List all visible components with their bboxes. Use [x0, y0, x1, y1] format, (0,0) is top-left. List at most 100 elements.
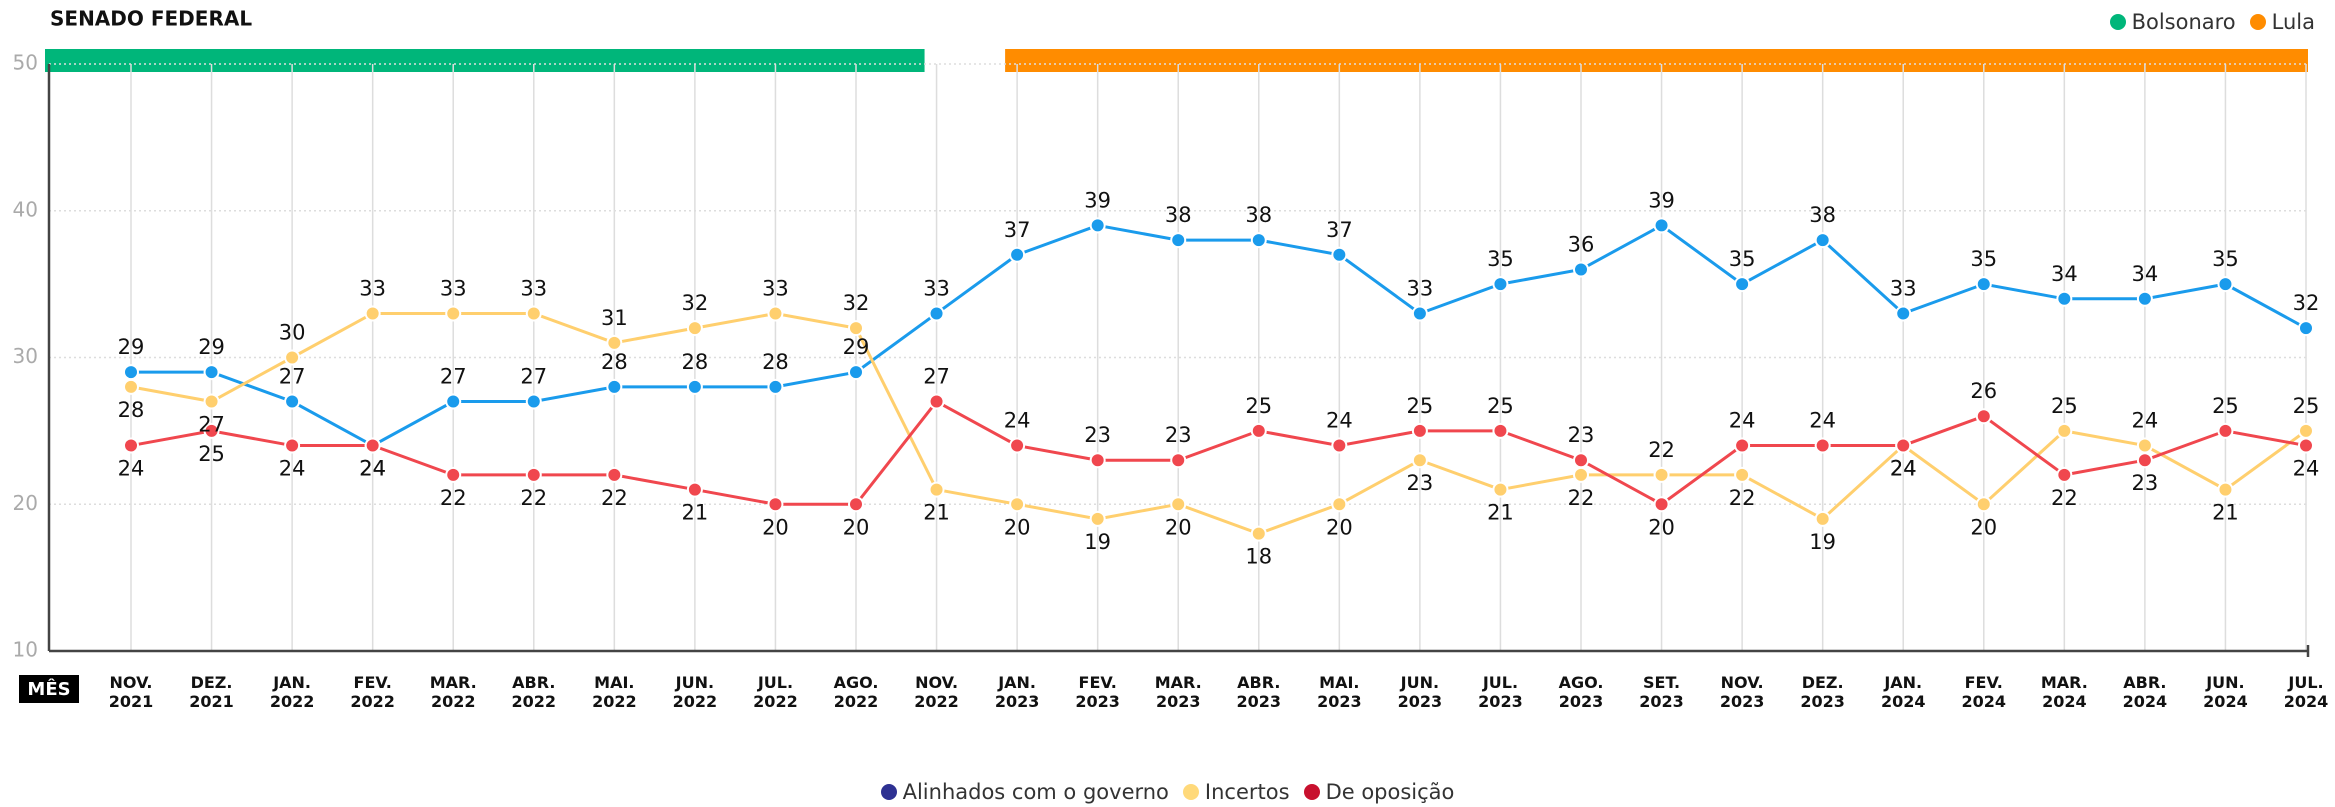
- x-tick-label: ABR. 2022: [511, 673, 557, 711]
- data-label: 23: [1165, 423, 1192, 447]
- data-label: 22: [601, 486, 628, 510]
- x-tick-label: DEZ. 2021: [189, 673, 234, 711]
- data-label: 35: [1729, 247, 1756, 271]
- data-point: [848, 320, 864, 337]
- data-point: [1331, 246, 1348, 263]
- data-label: 21: [682, 501, 709, 525]
- data-point: [364, 305, 381, 322]
- data-point: [1009, 496, 1026, 513]
- data-point: [2136, 452, 2153, 469]
- legend: Alinhados com o governo Incertos De oposiç…: [0, 780, 2335, 804]
- data-label: 39: [1084, 188, 1111, 212]
- data-point: [1250, 525, 1267, 542]
- data-point: [203, 422, 220, 439]
- data-point: [1492, 481, 1509, 498]
- data-point: [1089, 510, 1106, 527]
- data-point: [1814, 510, 1831, 527]
- data-label: 22: [1729, 486, 1756, 510]
- data-label: 28: [762, 350, 789, 374]
- data-point: [848, 364, 864, 381]
- period-legend: Bolsonaro Lula: [2109, 10, 2315, 34]
- data-point: [928, 393, 945, 410]
- x-tick-label: FEV. 2024: [1961, 673, 2007, 711]
- data-point: [525, 305, 542, 322]
- legend-dot: [2109, 14, 2126, 30]
- data-label: 19: [1809, 530, 1836, 554]
- x-label: MÊS: [27, 678, 70, 700]
- data-point: [848, 496, 864, 513]
- y-tick-label: 40: [13, 197, 38, 221]
- data-label: 29: [198, 335, 225, 359]
- data-point: [1492, 276, 1509, 293]
- x-tick-label: MAI. 2023: [1317, 673, 1362, 711]
- data-point: [1895, 305, 1912, 322]
- x-tick-label: NOV. 2021: [108, 673, 154, 711]
- data-point: [1975, 408, 1992, 425]
- data-point: [284, 349, 301, 366]
- data-point: [1734, 276, 1751, 293]
- x-tick-label: JAN. 2024: [1880, 673, 1926, 711]
- data-point: [1573, 466, 1589, 483]
- x-tick-label: JUL. 2022: [753, 673, 798, 711]
- data-point: [2217, 276, 2234, 293]
- data-point: [445, 305, 462, 322]
- data-point: [1653, 466, 1670, 483]
- data-point: [1975, 496, 1992, 513]
- data-label: 20: [1970, 515, 1997, 539]
- data-label: 35: [2212, 247, 2239, 271]
- legend-item: De oposição: [1303, 780, 1454, 804]
- data-point: [2136, 290, 2153, 307]
- data-point: [1170, 496, 1187, 513]
- data-label: 28: [118, 398, 145, 422]
- data-label: 27: [923, 365, 950, 389]
- data-point: [2056, 422, 2073, 439]
- data-label: 34: [2051, 262, 2078, 286]
- data-label: 34: [2132, 262, 2159, 286]
- data-point: [1089, 452, 1106, 469]
- y-tick-label: 10: [13, 638, 38, 662]
- data-label: 25: [1407, 394, 1434, 418]
- x-tick-label: DEZ. 2023: [1800, 673, 1845, 711]
- series-line: [131, 223, 2307, 448]
- legend-dot: [880, 784, 897, 800]
- data-label: 19: [1084, 530, 1111, 554]
- data-label: 21: [923, 501, 950, 525]
- data-point: [1975, 276, 1992, 293]
- x-tick-label: ABR. 2024: [2122, 673, 2168, 711]
- data-label: 37: [1326, 218, 1353, 242]
- x-tick-label: NOV. 2022: [914, 673, 959, 711]
- data-label: 21: [1487, 501, 1514, 525]
- data-label: 24: [359, 457, 386, 481]
- data-point: [2298, 320, 2314, 337]
- data-label: 24: [1890, 457, 1917, 481]
- legend-item: Lula: [2249, 10, 2315, 34]
- data-point: [1895, 437, 1912, 454]
- data-point: [445, 393, 462, 410]
- data-label: 30: [279, 321, 306, 345]
- data-label: 32: [843, 291, 870, 315]
- data-point: [1170, 452, 1187, 469]
- data-point: [606, 334, 623, 351]
- data-point: [686, 320, 703, 337]
- data-label: 29: [843, 335, 870, 359]
- x-tick-label: MAR. 2024: [2040, 673, 2088, 711]
- data-label: 38: [1245, 203, 1272, 227]
- data-label: 22: [1648, 438, 1675, 462]
- x-tick-label: MAI. 2022: [592, 673, 637, 711]
- data-label: 24: [2293, 457, 2320, 481]
- data-point: [928, 481, 945, 498]
- data-point: [2298, 437, 2314, 454]
- data-point: [284, 393, 301, 410]
- data-point: [445, 466, 462, 483]
- data-point: [1411, 305, 1428, 322]
- data-label: 25: [2051, 394, 2078, 418]
- data-label: 23: [1568, 423, 1595, 447]
- data-label: 33: [520, 276, 547, 300]
- period-bar: [1005, 49, 2308, 72]
- data-label: 24: [279, 457, 306, 481]
- data-point: [123, 437, 139, 454]
- data-label: 33: [440, 276, 467, 300]
- data-point: [2298, 422, 2314, 439]
- legend-label: Incertos: [1204, 780, 1290, 804]
